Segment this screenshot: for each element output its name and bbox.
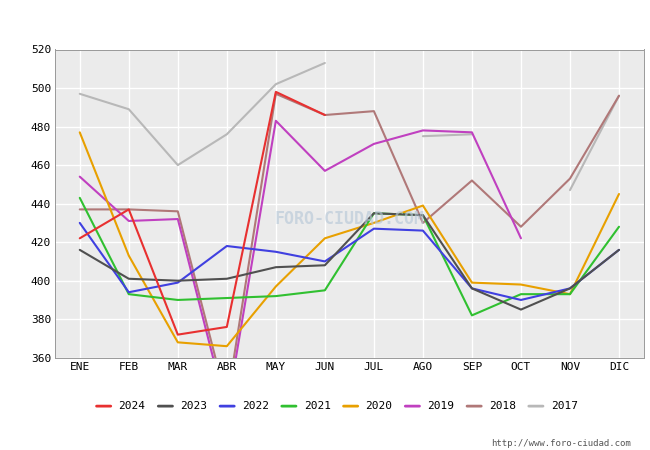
- Text: 2022: 2022: [242, 401, 269, 411]
- Text: 2020: 2020: [365, 401, 393, 411]
- Text: 2019: 2019: [427, 401, 454, 411]
- Text: FORO-CIUDAD.COM: FORO-CIUDAD.COM: [274, 210, 424, 228]
- Text: 2021: 2021: [304, 401, 331, 411]
- Text: 2023: 2023: [180, 401, 207, 411]
- Text: Afiliados en Segura de la Sierra a 31/5/2024: Afiliados en Segura de la Sierra a 31/5/…: [113, 16, 537, 31]
- Text: 2018: 2018: [489, 401, 516, 411]
- Text: 2024: 2024: [118, 401, 146, 411]
- Text: 2017: 2017: [551, 401, 578, 411]
- Text: http://www.foro-ciudad.com: http://www.foro-ciudad.com: [491, 439, 630, 448]
